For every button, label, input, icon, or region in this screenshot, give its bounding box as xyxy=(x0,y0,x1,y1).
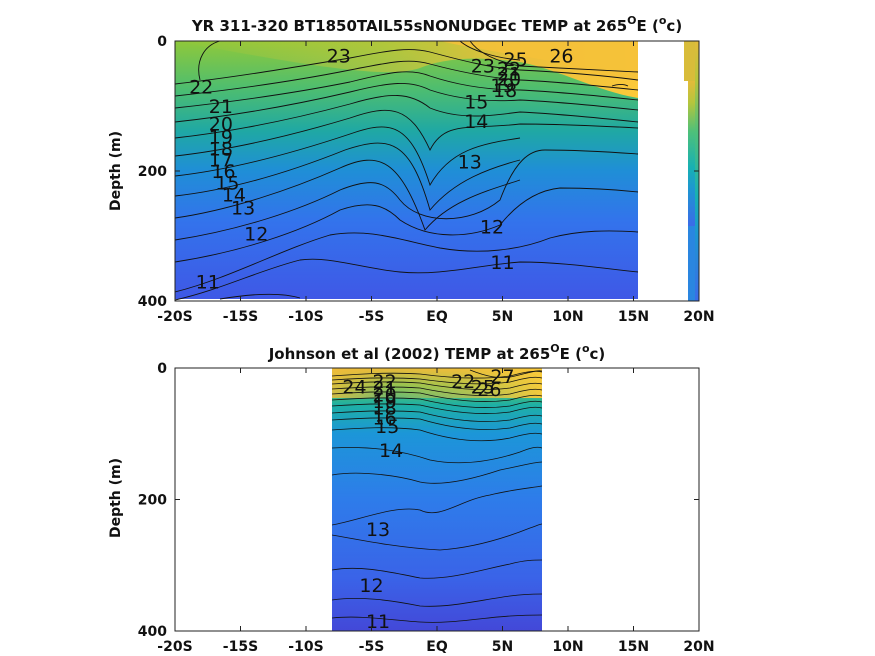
contour-label: 23 xyxy=(327,45,351,67)
x-tick-label: -10S xyxy=(288,639,323,655)
x-tick-label: 15N xyxy=(618,309,649,325)
contour-label: 19 xyxy=(373,391,397,413)
x-tick-label: 20N xyxy=(683,639,714,655)
x-tick-label: 10N xyxy=(552,309,583,325)
x-tick-label: EQ xyxy=(426,639,448,655)
contour-label: 14 xyxy=(464,111,488,133)
contour-label: 20 xyxy=(373,384,397,406)
contour-label: 15 xyxy=(464,91,488,113)
contour-label: 12 xyxy=(244,223,268,245)
contour-label: 23 xyxy=(471,56,495,78)
y-tick-label: 200 xyxy=(138,493,167,509)
contour-label: 18 xyxy=(493,80,517,102)
x-tick-label: 5N xyxy=(492,309,513,325)
x-tick-label: -15S xyxy=(223,309,258,325)
x-tick-label: -20S xyxy=(157,309,192,325)
x-tick-label: EQ xyxy=(426,309,448,325)
contour-label: 13 xyxy=(366,519,390,541)
temperature-field-strip-a xyxy=(684,41,695,81)
contour-label: 13 xyxy=(231,197,255,219)
contour-label: 21 xyxy=(497,64,521,86)
temperature-field-main xyxy=(175,41,638,299)
contour-label: 25 xyxy=(504,49,528,71)
contour-label: 11 xyxy=(490,252,514,274)
warm-pool-core xyxy=(440,41,638,80)
contour-label: 19 xyxy=(209,127,233,149)
contour-labels-observations: 2422212019181615141312111022252627 xyxy=(342,366,514,633)
contour-label: 14 xyxy=(379,440,403,462)
x-tick-label: -20S xyxy=(157,639,192,655)
contour-label: 16 xyxy=(373,407,397,429)
contour-lines-observations xyxy=(332,369,542,623)
y-tick-label: 400 xyxy=(138,294,167,310)
contour-label: 22 xyxy=(497,58,521,80)
contour-label: 14 xyxy=(222,184,246,206)
contour-label: 11 xyxy=(196,272,220,294)
x-tick-label: -5S xyxy=(359,639,385,655)
x-tick-label: -5S xyxy=(359,309,385,325)
contour-label: 17 xyxy=(209,149,233,171)
panel-title-observations: Johnson et al (2002) TEMP at 265OE (oc) xyxy=(268,342,606,363)
contour-label: 15 xyxy=(215,173,239,195)
temperature-field-obs xyxy=(332,368,542,631)
contour-label: 12 xyxy=(480,216,504,238)
contour-label: 27 xyxy=(490,366,514,388)
y-tick-label: 0 xyxy=(157,361,167,377)
temperature-field-strip-c xyxy=(688,226,697,301)
contour-label: 21 xyxy=(373,378,397,400)
heatmap-field-observations: 2422212019181615141312111022252627 xyxy=(332,366,542,633)
contour-label: 24 xyxy=(342,376,366,398)
x-tick-label: -10S xyxy=(288,309,323,325)
axes-model: -20S -15S -10S -5S EQ 5N 10N 15N 20N 0 200 400 xyxy=(138,34,715,325)
x-tick-label: 10N xyxy=(552,639,583,655)
contour-label: 22 xyxy=(189,77,213,99)
x-tick-label: -15S xyxy=(223,639,258,655)
axes-observations: -20S -15S -10S -5S EQ 5N 10N 15N 20N 0 200 400 xyxy=(138,361,715,655)
contour-label: 25 xyxy=(471,376,495,398)
contour-label: 15 xyxy=(375,416,399,438)
contour-label: 12 xyxy=(359,575,383,597)
contour-label: 22 xyxy=(373,371,397,393)
temperature-field-strip-b xyxy=(688,81,697,226)
contour-label: 26 xyxy=(477,379,501,401)
x-tick-label: 5N xyxy=(492,639,513,655)
y-axis-label-observations: Depth (m) xyxy=(108,458,124,538)
panel-title-model: YR 311-320 BT1850TAIL55sNONUDGEc TEMP at… xyxy=(191,14,682,35)
contour-label: 18 xyxy=(209,138,233,160)
x-tick-label: 15N xyxy=(618,639,649,655)
contour-label: 20 xyxy=(209,114,233,136)
contour-label: 16 xyxy=(211,161,235,183)
contour-lines-model xyxy=(175,41,639,301)
contour-label: 20 xyxy=(497,69,521,91)
panel-model: YR 311-320 BT1850TAIL55sNONUDGEc TEMP at… xyxy=(108,14,715,325)
panel-observations: Johnson et al (2002) TEMP at 265OE (oc) xyxy=(108,342,715,655)
contour-label: 21 xyxy=(209,96,233,118)
contour-label: 11 xyxy=(366,611,390,633)
x-tick-label: 20N xyxy=(683,309,714,325)
contour-label: 13 xyxy=(458,151,482,173)
y-tick-label: 0 xyxy=(157,34,167,50)
contour-label: 22 xyxy=(451,371,475,393)
contour-label: 26 xyxy=(549,45,573,67)
y-tick-label: 400 xyxy=(138,624,167,640)
contour-label: 18 xyxy=(373,397,397,419)
contour-label: 19 xyxy=(490,75,514,97)
y-axis-label-model: Depth (m) xyxy=(108,131,124,211)
y-tick-label: 200 xyxy=(138,164,167,180)
